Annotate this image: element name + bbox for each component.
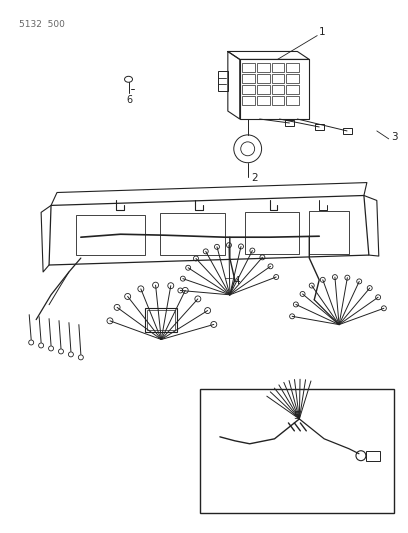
Text: 5132  500: 5132 500 bbox=[19, 20, 65, 29]
Text: 2: 2 bbox=[252, 173, 258, 183]
Bar bbox=[309, 212, 349, 254]
Text: 5: 5 bbox=[293, 411, 300, 421]
Bar bbox=[315, 124, 324, 130]
Bar bbox=[242, 96, 255, 105]
Bar bbox=[257, 96, 270, 105]
Bar bbox=[257, 74, 270, 83]
Bar bbox=[147, 310, 175, 329]
Bar bbox=[257, 85, 270, 94]
Bar bbox=[272, 63, 284, 72]
Bar bbox=[145, 308, 177, 332]
Bar bbox=[286, 120, 295, 126]
Bar bbox=[343, 128, 352, 134]
Bar bbox=[242, 85, 255, 94]
Text: 1: 1 bbox=[319, 27, 326, 37]
Bar bbox=[160, 213, 225, 255]
Bar bbox=[286, 96, 299, 105]
Bar bbox=[218, 71, 228, 91]
Bar bbox=[286, 74, 299, 83]
Text: 3: 3 bbox=[391, 132, 397, 142]
Bar bbox=[257, 63, 270, 72]
Bar bbox=[286, 63, 299, 72]
Bar bbox=[366, 451, 380, 461]
Bar bbox=[242, 74, 255, 83]
Bar bbox=[272, 96, 284, 105]
Bar bbox=[286, 85, 299, 94]
Text: 4: 4 bbox=[234, 276, 240, 286]
Bar bbox=[245, 212, 299, 254]
Text: 6: 6 bbox=[126, 95, 133, 105]
Bar bbox=[272, 85, 284, 94]
Bar bbox=[272, 74, 284, 83]
Bar bbox=[76, 215, 145, 255]
Bar bbox=[200, 389, 394, 513]
Bar bbox=[242, 63, 255, 72]
